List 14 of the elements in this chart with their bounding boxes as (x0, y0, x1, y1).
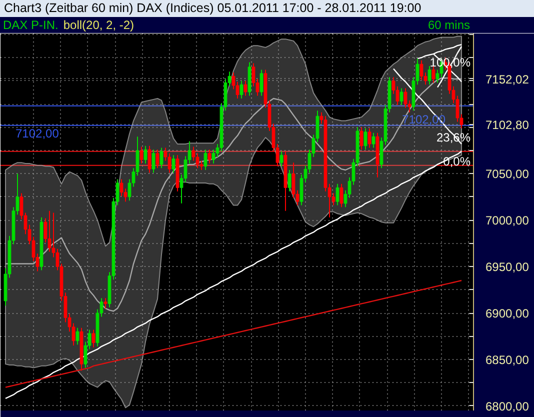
chart-title: Chart3 (Zeitbar 60 min) DAX (Indices) 05.01.2011 17:00 - 28.01.2011 19:00 (4, 0, 422, 17)
y-tick-label: 7152,02 (486, 72, 530, 86)
y-tick-label: 6900,00 (486, 306, 530, 320)
text: 60 mins (428, 18, 470, 32)
chart-subtitle: DAX P-IN. (3, 18, 58, 32)
y-tick-label: 7050,00 (486, 167, 530, 182)
ref-line-label: 7102,00 (16, 126, 60, 140)
y-tick-label: 6850,00 (486, 352, 530, 367)
y-tick-label: 6800,00 (486, 399, 530, 414)
text: boll(20, 2, -2) (63, 18, 134, 32)
y-tick-label: 6950,00 (486, 260, 530, 274)
y-tick-label: 7000,00 (486, 214, 530, 228)
annotation: 0,0% (443, 154, 471, 169)
y-tick-label: 7102,80 (486, 118, 530, 132)
